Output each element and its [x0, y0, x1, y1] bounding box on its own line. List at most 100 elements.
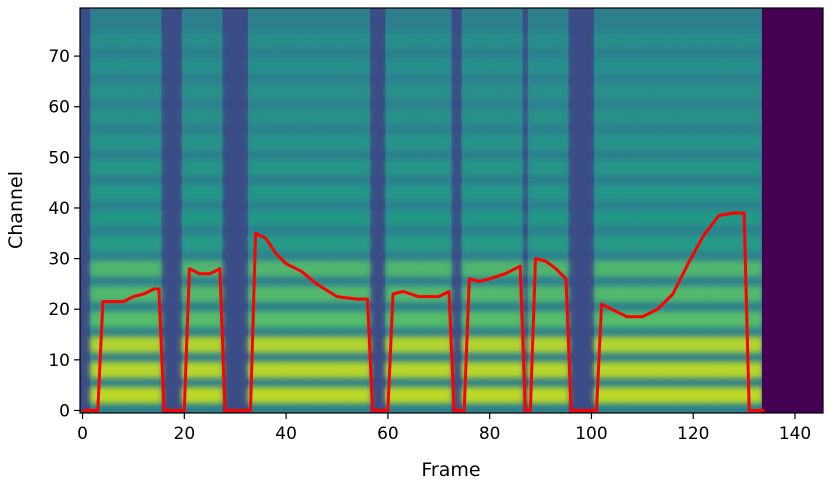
heatmap-band	[303, 32, 310, 50]
heatmap-band	[135, 58, 142, 75]
heatmap-band	[517, 209, 524, 227]
heatmap-band	[502, 184, 509, 201]
heatmap-band	[197, 336, 203, 353]
heatmap-band	[512, 134, 519, 151]
heatmap-band	[110, 336, 117, 353]
heatmap-band	[151, 311, 157, 328]
heatmap-band	[446, 134, 453, 151]
heatmap-band	[736, 387, 743, 404]
heatmap-band	[400, 58, 407, 75]
heatmap-band	[400, 159, 407, 176]
heatmap-band	[146, 311, 152, 328]
heatmap-band	[324, 108, 330, 125]
heatmap-band	[410, 361, 417, 379]
heatmap-band	[538, 134, 544, 151]
heatmap-band	[354, 159, 361, 176]
heatmap-band	[726, 209, 732, 227]
heatmap-band	[512, 336, 519, 353]
heatmap-band	[283, 311, 290, 328]
y-tick-label: 70	[48, 47, 70, 67]
heatmap-band	[553, 235, 559, 252]
heatmap-band	[359, 260, 366, 277]
heatmap-band	[497, 209, 503, 227]
heatmap-band	[258, 336, 264, 353]
heatmap-band	[191, 361, 198, 379]
heatmap-band	[726, 134, 732, 151]
heatmap-band	[466, 58, 473, 75]
heatmap-band	[141, 235, 147, 252]
heatmap-band	[716, 108, 722, 125]
heatmap-band	[690, 260, 697, 277]
heatmap-band	[207, 58, 213, 75]
heatmap-band	[247, 260, 254, 277]
heatmap-band	[721, 83, 727, 100]
heatmap-band	[181, 134, 188, 151]
heatmap-band	[634, 83, 641, 100]
heatmap-band	[705, 311, 712, 328]
heatmap-band	[181, 260, 188, 277]
heatmap-band	[716, 134, 722, 151]
heatmap-band	[461, 285, 468, 303]
y-tick-label: 30	[48, 250, 70, 270]
heatmap-band	[482, 58, 488, 75]
heatmap-band	[186, 108, 193, 125]
heatmap-band	[410, 311, 417, 328]
heatmap-band	[120, 235, 127, 252]
heatmap-band	[660, 235, 666, 252]
heatmap-band	[609, 361, 615, 379]
heatmap-band	[553, 134, 559, 151]
heatmap-band	[563, 159, 570, 176]
heatmap-band	[619, 260, 626, 277]
heatmap-band	[415, 235, 422, 252]
heatmap-band	[548, 184, 554, 201]
heatmap-band	[405, 311, 412, 328]
heatmap-band	[512, 108, 519, 125]
heatmap-band	[721, 184, 727, 201]
heatmap-band	[263, 361, 269, 379]
heatmap-band	[731, 32, 738, 50]
heatmap-band	[141, 209, 147, 227]
heatmap-band	[130, 260, 137, 277]
heatmap-band	[553, 285, 559, 303]
heatmap-column	[176, 8, 183, 413]
heatmap-band	[604, 285, 610, 303]
heatmap-band	[135, 83, 142, 100]
heatmap-band	[364, 260, 371, 277]
heatmap-band	[660, 311, 666, 328]
heatmap-band	[217, 361, 224, 379]
heatmap-band	[741, 159, 748, 176]
heatmap-band	[695, 260, 702, 277]
heatmap-band	[202, 32, 208, 50]
heatmap-band	[420, 285, 427, 303]
heatmap-band	[390, 260, 397, 277]
heatmap-band	[497, 387, 503, 404]
heatmap-band	[197, 32, 203, 50]
heatmap-band	[181, 108, 188, 125]
heatmap-band	[441, 83, 448, 100]
heatmap-band	[314, 108, 320, 125]
heatmap-band	[644, 336, 651, 353]
heatmap-band	[482, 361, 488, 379]
heatmap-band	[507, 108, 514, 125]
heatmap-column	[232, 8, 239, 413]
heatmap-band	[492, 134, 498, 151]
heatmap-band	[685, 285, 692, 303]
heatmap-band	[558, 32, 565, 50]
heatmap-band	[135, 108, 142, 125]
heatmap-band	[680, 311, 687, 328]
heatmap-band	[466, 387, 473, 404]
heatmap-band	[436, 209, 442, 227]
heatmap-band	[619, 83, 626, 100]
heatmap-band	[593, 108, 600, 125]
heatmap-band	[599, 235, 605, 252]
heatmap-band	[278, 108, 285, 125]
heatmap-band	[649, 361, 656, 379]
heatmap-band	[273, 336, 280, 353]
x-tick-label: 140	[779, 424, 811, 444]
heatmap-band	[278, 184, 285, 201]
heatmap-band	[298, 260, 305, 277]
heatmap-band	[258, 32, 264, 50]
heatmap-band	[120, 285, 127, 303]
heatmap-band	[604, 134, 610, 151]
heatmap-band	[731, 387, 738, 404]
